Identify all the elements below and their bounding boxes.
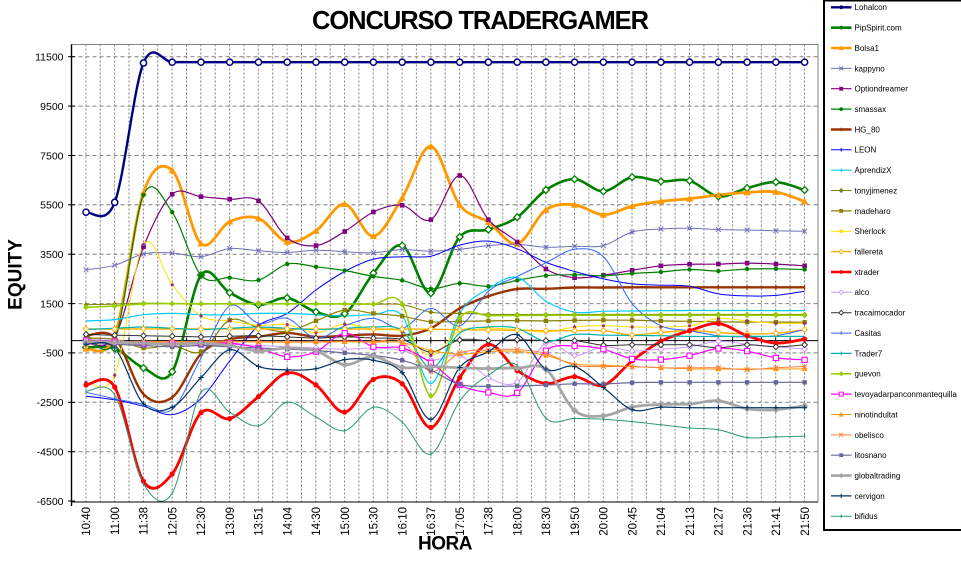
svg-text:smassax: smassax — [855, 105, 887, 114]
svg-text:ninotindultat: ninotindultat — [855, 410, 899, 419]
svg-text:19:50: 19:50 — [570, 507, 582, 536]
svg-text:Lohalcon: Lohalcon — [855, 3, 887, 12]
svg-text:21:04: 21:04 — [656, 506, 668, 535]
svg-text:20:45: 20:45 — [627, 507, 639, 536]
svg-text:tonyjimenez: tonyjimenez — [855, 186, 898, 195]
svg-text:HORA: HORA — [418, 534, 473, 555]
svg-text:11500: 11500 — [35, 52, 64, 64]
svg-text:tevoyadarpanconmantequilla: tevoyadarpanconmantequilla — [855, 390, 958, 399]
svg-text:Casitas: Casitas — [855, 329, 882, 338]
svg-text:15:00: 15:00 — [340, 507, 352, 536]
svg-text:globaltrading: globaltrading — [855, 472, 901, 481]
svg-text:17:38: 17:38 — [484, 507, 496, 536]
svg-text:CONCURSO TRADERGAMER: CONCURSO TRADERGAMER — [312, 7, 649, 35]
svg-text:PipSpirit.com: PipSpirit.com — [855, 24, 902, 33]
svg-text:21:50: 21:50 — [800, 507, 812, 536]
svg-text:litosnano: litosnano — [855, 451, 888, 460]
svg-text:21:41: 21:41 — [771, 507, 783, 536]
svg-text:HG_80: HG_80 — [855, 125, 881, 134]
svg-text:13:51: 13:51 — [254, 507, 266, 536]
svg-text:21:27: 21:27 — [714, 507, 726, 536]
svg-text:Optiondreamer: Optiondreamer — [855, 85, 909, 94]
svg-text:14:30: 14:30 — [311, 507, 323, 536]
svg-text:obelisco: obelisco — [855, 431, 885, 440]
svg-text:Sherlock: Sherlock — [855, 227, 887, 236]
svg-text:10:40: 10:40 — [81, 507, 93, 536]
svg-text:-500: -500 — [42, 348, 63, 360]
svg-text:Bolsa1: Bolsa1 — [855, 44, 880, 53]
svg-text:14:04: 14:04 — [282, 506, 294, 535]
svg-text:AprendizX: AprendizX — [855, 166, 893, 175]
svg-text:20:00: 20:00 — [599, 507, 611, 536]
svg-text:madeharo: madeharo — [855, 207, 892, 216]
svg-text:-4500: -4500 — [37, 447, 64, 459]
svg-text:Trader7: Trader7 — [855, 349, 883, 358]
svg-text:guevon: guevon — [855, 370, 881, 379]
svg-text:11:00: 11:00 — [110, 507, 122, 535]
svg-text:17:05: 17:05 — [455, 507, 467, 536]
svg-text:-6500: -6500 — [37, 496, 64, 508]
svg-text:12:30: 12:30 — [196, 507, 208, 536]
svg-text:kappyno: kappyno — [855, 64, 886, 73]
svg-text:LEON: LEON — [855, 146, 877, 155]
svg-text:-2500: -2500 — [37, 397, 64, 409]
svg-text:fallereta: fallereta — [855, 248, 884, 257]
svg-text:11:38: 11:38 — [139, 507, 151, 535]
svg-text:21:36: 21:36 — [742, 507, 754, 536]
svg-text:tracaimocador: tracaimocador — [855, 309, 906, 318]
svg-text:1500: 1500 — [40, 298, 64, 310]
svg-text:5500: 5500 — [40, 200, 64, 212]
svg-text:18:00: 18:00 — [512, 507, 524, 536]
svg-text:cervigon: cervigon — [855, 492, 885, 501]
svg-text:bifidus: bifidus — [855, 512, 878, 521]
svg-text:9500: 9500 — [40, 101, 64, 113]
svg-text:alco: alco — [855, 288, 870, 297]
svg-text:13:09: 13:09 — [225, 507, 237, 536]
svg-text:7500: 7500 — [40, 150, 64, 162]
svg-text:16:10: 16:10 — [397, 507, 409, 536]
svg-text:EQUITY: EQUITY — [6, 239, 27, 310]
svg-text:3500: 3500 — [40, 249, 64, 261]
svg-text:xtrader: xtrader — [855, 268, 880, 277]
svg-text:18:30: 18:30 — [541, 507, 553, 536]
svg-text:12:05: 12:05 — [167, 507, 179, 536]
svg-text:15:30: 15:30 — [369, 507, 381, 536]
svg-text:16:37: 16:37 — [426, 507, 438, 536]
svg-text:21:13: 21:13 — [685, 507, 697, 536]
